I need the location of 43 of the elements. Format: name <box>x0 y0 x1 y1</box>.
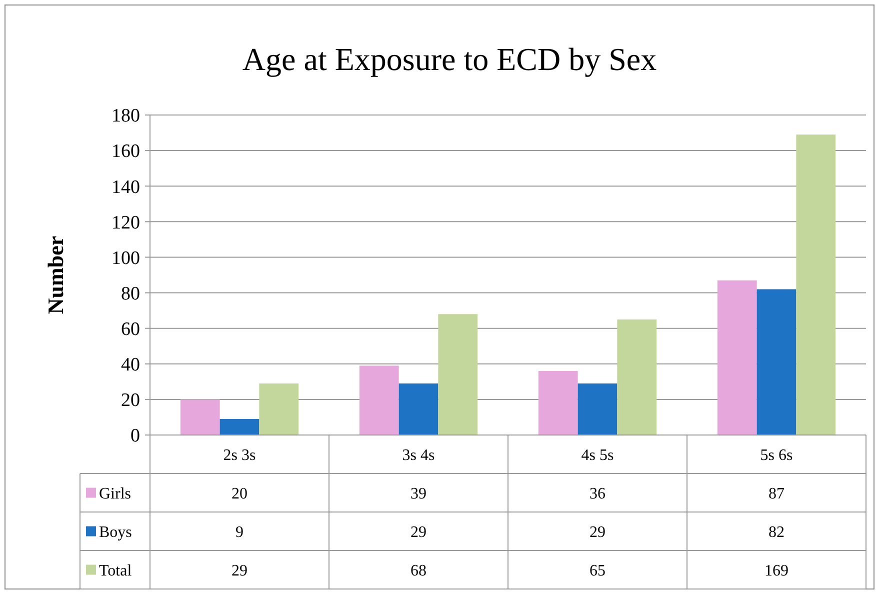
bar <box>438 314 478 435</box>
y-tick-label: 140 <box>112 176 140 198</box>
data-label: 9 <box>236 524 244 541</box>
bar <box>180 399 220 435</box>
data-label: 29 <box>232 562 248 580</box>
y-tick-label: 160 <box>112 141 140 162</box>
data-label: 82 <box>768 524 784 541</box>
x-tick-label: 3s 4s <box>402 446 435 464</box>
data-label: 87 <box>768 485 784 502</box>
y-tick-label: 0 <box>130 426 140 447</box>
y-tick-label: 60 <box>121 318 140 340</box>
data-label: 68 <box>410 562 426 580</box>
data-label: 65 <box>590 562 606 580</box>
bar <box>220 419 260 435</box>
x-tick-label: 5s 6s <box>760 446 793 464</box>
bar <box>538 371 578 435</box>
bar <box>617 319 657 435</box>
bar <box>259 383 299 435</box>
data-label: 29 <box>410 524 426 541</box>
legend-label: Total <box>99 562 132 580</box>
y-tick-label: 180 <box>112 106 140 127</box>
y-axis-title: Number <box>43 236 68 314</box>
y-tick-label: 120 <box>112 212 140 234</box>
bar <box>717 280 757 435</box>
bar <box>398 383 438 435</box>
x-tick-label: 4s 5s <box>581 446 614 464</box>
legend-label: Boys <box>99 524 132 541</box>
data-label: 169 <box>764 562 788 580</box>
data-label: 29 <box>590 524 606 541</box>
y-tick-label: 40 <box>121 354 140 376</box>
data-label: 36 <box>590 485 606 502</box>
bar <box>756 289 796 435</box>
chart-title: Age at Exposure to ECD by Sex <box>242 41 657 77</box>
y-tick-label: 20 <box>121 390 140 412</box>
legend-label: Girls <box>99 485 131 502</box>
bar <box>359 366 399 435</box>
data-label: 20 <box>232 485 248 502</box>
y-tick-label: 100 <box>112 248 140 269</box>
bar <box>578 383 618 435</box>
x-tick-label: 2s 3s <box>223 446 256 464</box>
data-label: 39 <box>410 485 426 502</box>
bar <box>796 134 836 435</box>
y-tick-label: 80 <box>121 283 140 304</box>
